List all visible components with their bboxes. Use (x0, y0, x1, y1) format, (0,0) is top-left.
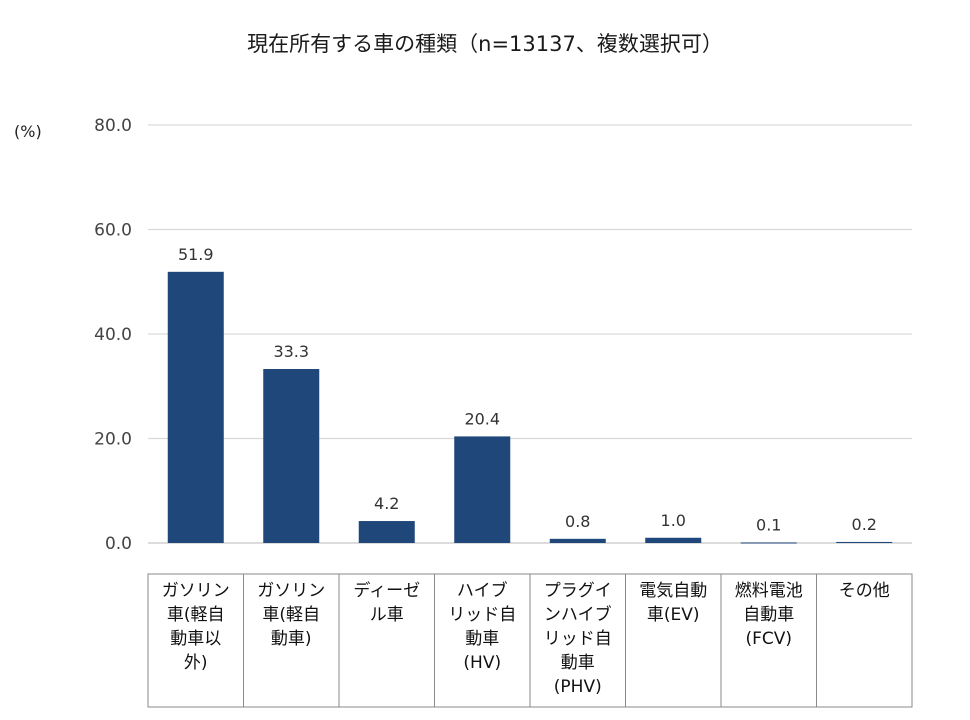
category-label-line: ル車 (370, 605, 404, 625)
category-label-line: ガソリン (257, 581, 325, 601)
bar (454, 436, 511, 543)
category-label: 燃料電池自動車 (FCV) (735, 581, 803, 649)
category-label: ガソリン車(軽自動車) (257, 581, 325, 649)
bars (167, 271, 893, 544)
bar (645, 537, 702, 543)
category-label-line: 動車 (561, 653, 595, 673)
category-label-line: 動車 (465, 629, 499, 649)
data-label: 33.3 (273, 342, 309, 361)
bar (167, 271, 224, 543)
category-label-line: 自動車 (743, 605, 794, 625)
category-label: ガソリン車(軽自動車以外) (162, 581, 230, 673)
category-label: その他 (839, 581, 890, 601)
bar (549, 538, 606, 543)
bar (358, 521, 415, 543)
y-tick-label: 40.0 (94, 325, 132, 345)
category-label-line: リッド自 (448, 605, 516, 625)
category-label-line: 車(EV) (647, 605, 700, 625)
category-label-line: ハイブ (457, 580, 508, 601)
category-label-line: 車(軽自 (262, 605, 320, 625)
data-label: 51.9 (178, 245, 214, 264)
category-label-line: (PHV) (554, 677, 602, 697)
category-table: ガソリン車(軽自動車以外)ガソリン車(軽自動車)ディーゼル車ハイブリッド自動車(… (147, 573, 913, 708)
category-label: ディーゼル車 (353, 580, 420, 625)
category-label-line: (HV) (463, 653, 501, 673)
category-label-line: (FCV) (745, 629, 792, 649)
data-label: 0.1 (756, 515, 781, 534)
data-label: 1.0 (661, 511, 686, 530)
bar (836, 541, 893, 543)
category-label-line: ンハイブ (544, 604, 612, 625)
category-label-line: 燃料電池 (735, 581, 803, 601)
bar (263, 369, 320, 543)
gridlines (148, 124, 912, 544)
data-label: 0.8 (565, 512, 590, 531)
category-label-line: 外) (184, 653, 208, 673)
category-label: 電気自動車(EV) (639, 581, 707, 625)
category-label-line: ディーゼ (353, 580, 420, 601)
category-label-line: 動車以 (170, 629, 221, 649)
data-label: 0.2 (852, 515, 877, 534)
category-label-line: リッド自 (544, 629, 612, 649)
category-label-line: その他 (839, 581, 890, 601)
category-label-line: 電気自動 (639, 581, 707, 601)
data-labels: 51.9 33.3 4.2 20.4 0.8 1.0 0.1 0.2 (178, 245, 877, 535)
data-label: 20.4 (464, 409, 500, 428)
y-tick-label: 0.0 (105, 534, 132, 554)
bar (740, 542, 797, 544)
y-tick-label: 20.0 (94, 430, 132, 450)
y-axis-ticks: 0.0 20.0 40.0 60.0 80.0 (94, 116, 132, 554)
category-label-line: ガソリン (162, 581, 230, 601)
y-tick-label: 60.0 (94, 221, 132, 241)
chart-title: 現在所有する車の種類（n=13137、複数選択可） (247, 32, 723, 56)
category-label-line: 動車) (271, 629, 312, 649)
category-label-line: 車(軽自 (167, 605, 225, 625)
y-axis-unit-label: (%) (14, 122, 42, 141)
category-label: ハイブリッド自動車 (HV) (448, 580, 516, 673)
category-label-line: プラグイ (544, 581, 612, 601)
y-tick-label: 80.0 (94, 116, 132, 136)
data-label: 4.2 (374, 494, 399, 513)
category-label: プラグインハイブリッド自動車 (PHV) (544, 581, 612, 697)
